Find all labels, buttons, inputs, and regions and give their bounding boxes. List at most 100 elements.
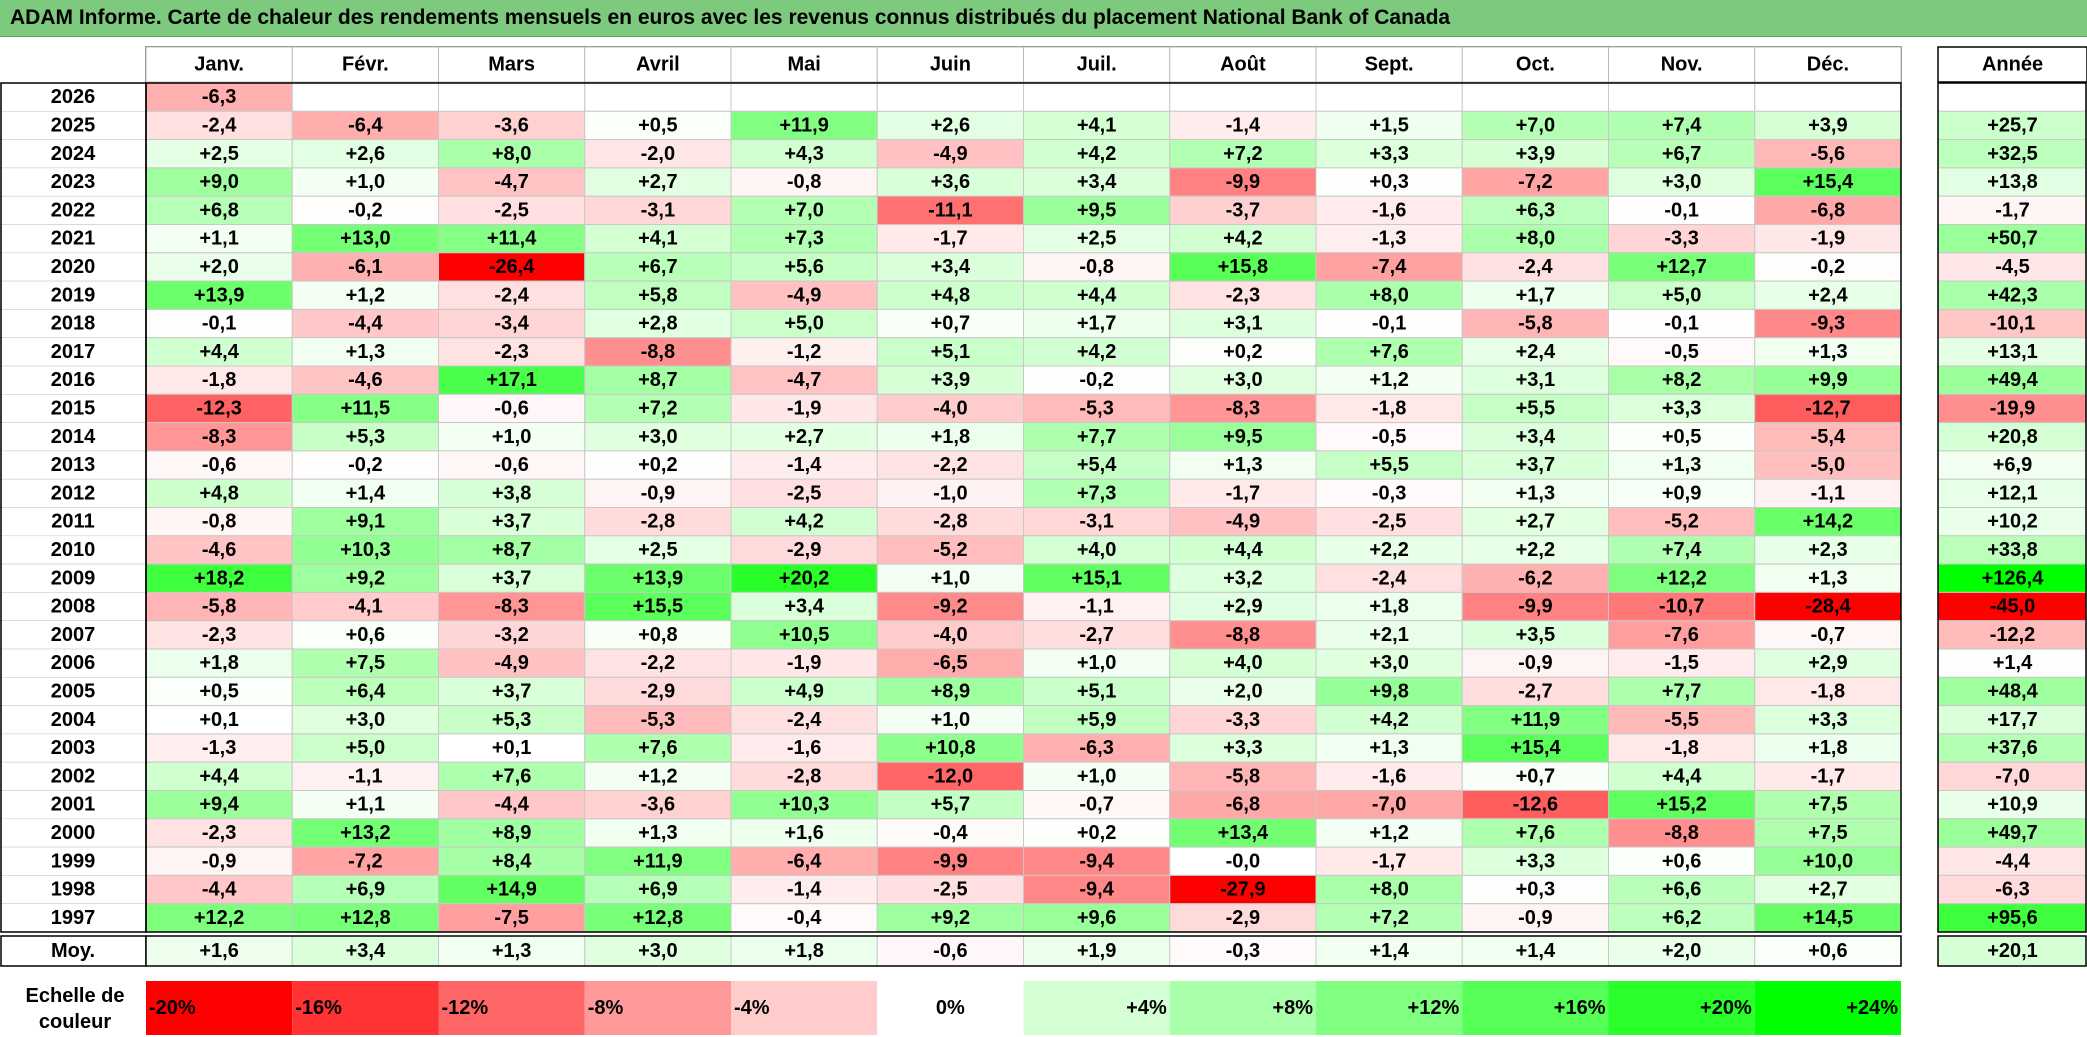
- heatmap-cell: [1023, 422, 1171, 452]
- heatmap-cell: [1461, 535, 1609, 565]
- heatmap-cell-value: -4,7: [787, 369, 821, 391]
- average-cell-value: +1,9: [1077, 940, 1116, 962]
- heatmap-cell-value: +1,1: [199, 228, 238, 250]
- legend-title: couleur: [39, 1011, 111, 1033]
- annual-column-border: [1937, 82, 2087, 933]
- heatmap-cell-value: +3,0: [346, 709, 385, 731]
- heatmap-cell-value: +3,4: [1516, 426, 1556, 448]
- heatmap-cell-value: -1,6: [787, 737, 821, 759]
- heatmap-cell-value: -0,1: [1372, 313, 1406, 335]
- heatmap-cell-value: +3,0: [1662, 171, 1701, 193]
- heatmap-cell-value: -1,1: [1811, 482, 1845, 504]
- heatmap-cell-value: +4,8: [199, 482, 238, 504]
- heatmap-cell: [438, 422, 586, 452]
- heatmap-cell-value: +1,7: [1077, 313, 1116, 335]
- heatmap-cell-value: -9,4: [1079, 850, 1114, 872]
- year-label: 2008: [51, 596, 96, 618]
- heatmap-cell: [876, 790, 1024, 820]
- heatmap-cell-value: +1,0: [492, 426, 531, 448]
- heatmap-cell-value: +4,1: [1077, 114, 1116, 136]
- heatmap-cell-value: +7,6: [492, 765, 531, 787]
- heatmap-cell-value: -2,4: [1518, 256, 1553, 278]
- year-label-cell: [0, 393, 147, 423]
- year-label: 2025: [51, 114, 96, 136]
- heatmap-cell: [1169, 648, 1317, 678]
- heatmap-cell: [1461, 874, 1609, 905]
- heatmap-cell: [584, 591, 732, 622]
- heatmap-cell: [1608, 110, 1756, 141]
- month-header-cell: [1461, 46, 1609, 83]
- heatmap-cell-value: -6,4: [787, 850, 822, 872]
- heatmap-cell-value: -5,2: [1664, 511, 1698, 533]
- heatmap-cell: [438, 308, 586, 339]
- heatmap-cell-value: -0,6: [202, 454, 236, 476]
- heatmap-cell-value: -5,8: [1518, 313, 1552, 335]
- legend-label: -16%: [295, 997, 342, 1019]
- heatmap-cell: [1608, 903, 1756, 933]
- month-header-label: Avril: [636, 54, 680, 76]
- heatmap-cell-value: +5,4: [1077, 454, 1117, 476]
- heatmap-cell: [1754, 167, 1902, 197]
- heatmap-cell-value: +10,8: [925, 737, 976, 759]
- heatmap-cell-value: -0,8: [787, 171, 821, 193]
- heatmap-cell: [1608, 478, 1756, 509]
- heatmap-cell-value: -1,3: [1372, 228, 1406, 250]
- heatmap-cell: [1315, 337, 1463, 367]
- heatmap-cell: [876, 195, 1024, 225]
- heatmap-cell: [730, 195, 878, 225]
- month-header-label: Oct.: [1516, 54, 1555, 76]
- heatmap-cell-value: +7,6: [638, 737, 677, 759]
- heatmap-cell-value: +6,6: [1662, 879, 1701, 901]
- annual-cell-value: +42,3: [1987, 284, 2038, 306]
- heatmap-cell-value: +4,3: [784, 143, 823, 165]
- heatmap-cell-value: +13,0: [340, 228, 391, 250]
- heatmap-cell-value: +10,0: [1803, 850, 1854, 872]
- heatmap-cell: [145, 280, 293, 310]
- average-cell: [1754, 935, 1902, 967]
- legend-swatch: [1023, 981, 1170, 1035]
- heatmap-cell-value: +2,4: [1516, 341, 1556, 363]
- heatmap-cell-value: -7,6: [1664, 624, 1698, 646]
- heatmap-cell-value: -0,6: [494, 397, 528, 419]
- annual-cell: [1937, 450, 2087, 480]
- heatmap-cell: [1461, 393, 1609, 424]
- heatmap-cell-value: +13,2: [340, 822, 391, 844]
- heatmap-cell-value: +8,7: [492, 539, 531, 561]
- heatmap-cell: [584, 422, 732, 452]
- heatmap-cell: [1608, 365, 1756, 395]
- heatmap-cell-value: -1,6: [1372, 765, 1406, 787]
- heatmap-cell: [1023, 507, 1171, 537]
- heatmap-cell: [145, 535, 293, 565]
- heatmap-cell-value: +9,2: [346, 567, 385, 589]
- heatmap-cell: [1608, 535, 1756, 565]
- heatmap-cell: [730, 167, 878, 197]
- heatmap-cell-value: +10,3: [779, 794, 830, 816]
- average-cell-value: +1,4: [1516, 940, 1556, 962]
- average-cell: [584, 935, 732, 967]
- heatmap-cell: [584, 82, 732, 112]
- heatmap-cell: [1608, 620, 1756, 650]
- heatmap-cell-value: +18,2: [194, 567, 245, 589]
- annual-cell-value: -19,9: [1990, 397, 2036, 419]
- year-label: 2014: [51, 426, 96, 448]
- heatmap-cell-value: +5,0: [784, 313, 823, 335]
- annual-cell-value: +33,8: [1987, 539, 2038, 561]
- heatmap-cell: [584, 280, 732, 310]
- heatmap-cell: [145, 563, 293, 593]
- average-cell: [730, 935, 878, 967]
- heatmap-cell-value: +6,9: [346, 879, 385, 901]
- heatmap-cell: [1169, 705, 1317, 735]
- year-label: 2018: [51, 313, 96, 335]
- heatmap-cell-value: -2,5: [1372, 511, 1406, 533]
- heatmap-cell: [145, 224, 293, 254]
- heatmap-cell: [584, 195, 732, 225]
- heatmap-cell: [1023, 676, 1171, 707]
- legend-label: +4%: [1126, 997, 1167, 1019]
- heatmap-cell: [438, 252, 586, 282]
- heatmap-cell-value: +8,7: [638, 369, 677, 391]
- legend-label: -12%: [442, 997, 489, 1019]
- heatmap-cell-value: +3,2: [1223, 567, 1262, 589]
- heatmap-cell: [1169, 393, 1317, 424]
- month-header-cell: [1754, 46, 1902, 83]
- heatmap-cell: [1608, 308, 1756, 339]
